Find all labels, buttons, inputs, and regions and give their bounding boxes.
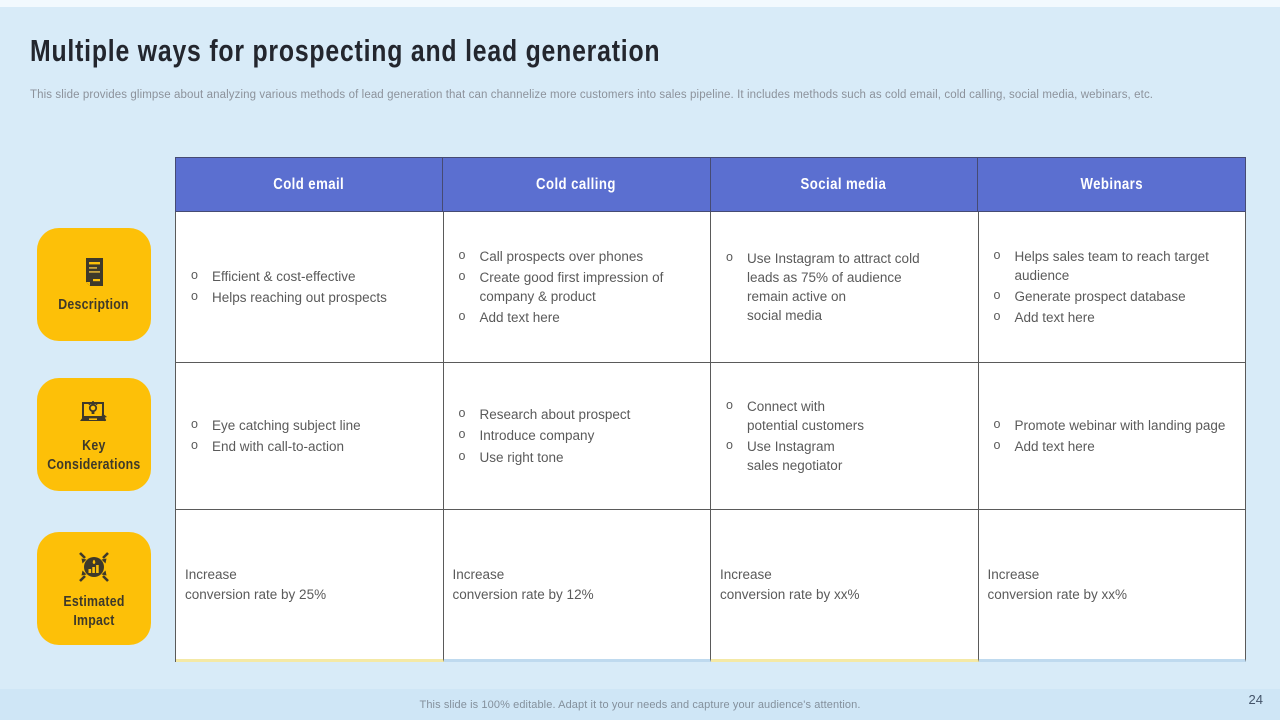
slide-subtitle: This slide provides glimpse about analyz… (30, 89, 1154, 101)
bullet-marker: o (191, 267, 198, 282)
document-icon (76, 254, 112, 290)
row-label-text: Estimated Impact (63, 593, 125, 629)
bullet-text: End with call-to-action (212, 439, 345, 454)
row-label-description: Description (37, 228, 151, 341)
table-cell: o Promote webinar with landing page o Add t… (978, 363, 1246, 510)
bullet-marker: o (191, 438, 198, 452)
table-cell: o Eye catching subject line o End with call… (176, 363, 444, 510)
bullet-item: o Add text here (988, 437, 1234, 456)
table-cell: o Connect with potential customers o Use In… (711, 363, 979, 510)
bullet-item: o Helps reaching out prospects (185, 288, 431, 307)
bullet-text: Create good first impression of company … (479, 269, 664, 304)
bullet-marker: o (993, 309, 1001, 324)
bullet-item: o Use Instagram sales negotiator (720, 437, 966, 475)
row-label-text: Key Considerations (47, 437, 141, 473)
bullet-marker: o (458, 448, 466, 463)
impact-icon (74, 547, 114, 587)
page-title: Multiple ways for prospecting and lead g… (30, 33, 661, 68)
page-number: 24 (1248, 692, 1263, 707)
bullet-marker: o (458, 309, 466, 324)
column-header-social-media: Social media (711, 158, 978, 211)
bullet-item: o Add text here (453, 308, 699, 327)
bullet-item: o Call prospects over phones (453, 247, 699, 266)
table-header-row: Cold email Cold calling Social media Web… (175, 157, 1246, 212)
top-strip (0, 0, 1280, 7)
table-cell: Increase conversion rate by xx% (711, 510, 979, 662)
bullet-text: Use right tone (479, 449, 564, 465)
column-header-webinars: Webinars (1080, 175, 1143, 193)
bullet-text: Connect with potential customers (747, 398, 865, 433)
column-header-cold-email: Cold email (176, 158, 444, 211)
cell-text: Increase conversion rate by xx% (720, 567, 860, 602)
bullet-text: Add text here (479, 310, 560, 326)
bullet-marker: o (993, 416, 1001, 431)
bullet-item: o Introduce company (453, 426, 699, 445)
cell-text: Increase conversion rate by 12% (452, 567, 594, 602)
bullet-marker: o (726, 249, 733, 264)
table-cell: o Use Instagram to attract cold leads as … (711, 212, 979, 363)
table-cell: o Efficient & cost-effective o Helps reachi… (176, 212, 444, 363)
table-cell: o Helps sales team to reach target audien… (978, 212, 1246, 363)
table-cell: Increase conversion rate by xx% (978, 510, 1246, 662)
bullet-marker: o (191, 289, 198, 303)
table-cell: o Research about prospect o Introduce compa… (443, 363, 711, 510)
bullet-item: o Use Instagram to attract cold leads as … (720, 249, 966, 326)
bullet-item: o Research about prospect (453, 405, 699, 424)
table-cell: Increase conversion rate by 25% (176, 510, 444, 662)
table-cell: o Call prospects over phones o Create good … (443, 212, 711, 363)
bullet-item: o Add text here (988, 308, 1234, 327)
bullet-marker: o (458, 268, 466, 283)
bullet-item: o Create good first impression of company… (453, 268, 699, 306)
bullet-text: Use Instagram sales negotiator (747, 439, 843, 474)
bullet-item: o Helps sales team to reach target audien… (988, 247, 1234, 285)
bullet-marker: o (458, 247, 466, 262)
bullet-marker: o (993, 438, 1001, 452)
bullet-marker: o (726, 397, 733, 412)
bullet-item: o Generate prospect database (988, 287, 1234, 306)
bullet-text: Research about prospect (479, 407, 631, 423)
slide-footer: This slide is 100% editable. Adapt it to… (419, 699, 861, 711)
bullet-text: Promote webinar with landing page (1014, 417, 1226, 433)
cell-text: Increase conversion rate by xx% (987, 567, 1128, 602)
table-body: o Efficient & cost-effective o Helps reachi… (175, 212, 1246, 662)
bullet-item: o End with call-to-action (185, 437, 431, 456)
bullet-text: Generate prospect database (1014, 289, 1186, 304)
column-header-cold-calling: Cold calling (443, 158, 711, 211)
row-label-estimated-impact: Estimated Impact (37, 532, 151, 645)
bullet-marker: o (993, 247, 1001, 262)
bullet-item: o Use right tone (453, 448, 699, 467)
bullet-item: o Eye catching subject line (185, 416, 431, 435)
bullet-item: o Efficient & cost-effective (185, 267, 431, 286)
comparison-table: Cold email Cold calling Social media Web… (175, 157, 1246, 662)
bullet-text: Use Instagram to attract cold leads as 7… (747, 250, 920, 324)
bullet-marker: o (191, 416, 198, 431)
bullet-text: Helps sales team to reach target audienc… (1014, 248, 1209, 283)
bullet-marker: o (726, 438, 733, 452)
table-cell: Increase conversion rate by 12% (443, 510, 711, 662)
bullet-marker: o (458, 406, 466, 421)
bullet-marker: o (458, 427, 466, 442)
cell-text: Increase conversion rate by 25% (185, 567, 327, 602)
bullet-item: o Connect with potential customers (720, 397, 966, 435)
bullet-marker: o (993, 288, 1001, 302)
bullet-text: Eye catching subject line (212, 417, 361, 433)
bullet-item: o Promote webinar with landing page (988, 416, 1234, 435)
bullet-text: Efficient & cost-effective (212, 268, 356, 284)
bullet-text: Add text here (1014, 439, 1095, 454)
bullet-text: Add text here (1014, 310, 1095, 326)
row-label-text: Description (58, 297, 130, 314)
row-label-key-considerations: Key Considerations (37, 378, 151, 491)
bullet-text: Introduce company (479, 428, 595, 444)
bottom-band (0, 689, 1280, 720)
bullet-text: Call prospects over phones (479, 248, 644, 264)
laptop-idea-icon (74, 395, 114, 431)
bullet-text: Helps reaching out prospects (212, 290, 387, 305)
